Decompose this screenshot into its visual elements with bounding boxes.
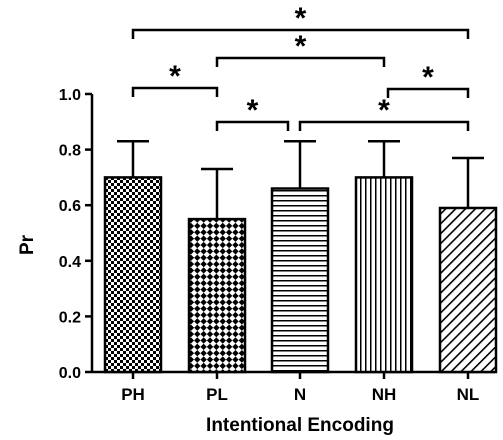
y-tick-label: 0.2 — [59, 309, 81, 326]
y-axis-title: Pr — [17, 234, 38, 255]
x-tick-label-n: N — [294, 385, 306, 404]
significance-bracket — [131, 28, 470, 39]
y-tick-label: 0.6 — [59, 198, 81, 215]
bar-n — [270, 187, 330, 374]
y-tick-label: 0.8 — [59, 143, 81, 160]
y-ticks: 0.0 0.2 0.4 0.6 0.8 1.0 — [59, 87, 92, 382]
significance-bracket — [131, 86, 219, 97]
x-tick-label-nl: NL — [457, 385, 480, 404]
x-tick-label-nh: NH — [372, 385, 397, 404]
x-tick-label-ph: PH — [121, 385, 145, 404]
significance-bracket — [298, 120, 470, 131]
x-tick-label-pl: PL — [206, 385, 228, 404]
significance-bracket — [215, 56, 386, 67]
y-tick-label: 0.4 — [59, 254, 81, 271]
significance-star: * — [295, 30, 307, 63]
bar-pl — [187, 217, 247, 374]
bar-nl — [438, 206, 498, 374]
x-axis-title: Intentional Encoding — [206, 415, 394, 436]
significance-star: * — [378, 94, 390, 127]
bar-ph — [103, 176, 163, 374]
significance-star: * — [422, 61, 434, 94]
bars — [103, 176, 498, 374]
significance-brackets: *** ** * — [131, 2, 470, 131]
bar-nh — [354, 176, 414, 374]
y-tick-label: 1.0 — [59, 87, 81, 104]
significance-bracket — [215, 120, 290, 131]
significance-star: * — [295, 2, 307, 35]
y-tick-label: 0.0 — [59, 365, 81, 382]
significance-star: * — [169, 60, 181, 93]
error-bars — [117, 140, 484, 220]
significance-star: * — [247, 94, 259, 127]
x-tick-labels: PH PL N NH NL — [121, 372, 479, 404]
significance-bracket — [386, 87, 470, 98]
